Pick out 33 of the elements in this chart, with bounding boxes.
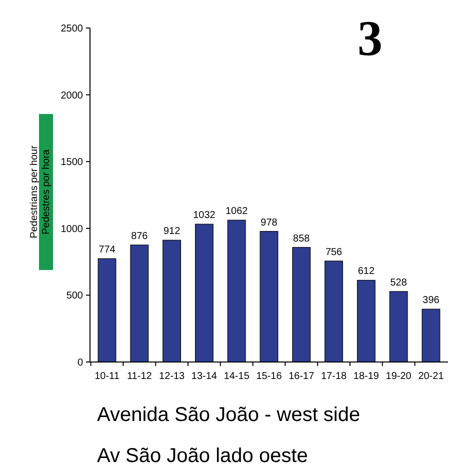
y-tick-label: 2500 (60, 24, 84, 34)
y2-axis-title: Pedestres por hora (41, 149, 52, 235)
x-tick-label: 19-20 (386, 371, 412, 382)
x-tick-label: 14-15 (224, 371, 250, 382)
data-label: 1032 (193, 210, 216, 222)
data-label: 528 (390, 277, 408, 288)
y-tick-label: 500 (66, 290, 84, 302)
data-label: 912 (163, 226, 181, 238)
x-tick-label: 11-12 (126, 371, 152, 382)
data-label: 858 (293, 233, 310, 244)
text: Av São João lado oeste (97, 445, 308, 467)
y-tick-label: 1000 (60, 224, 84, 235)
x-tick-label: 20-21 (418, 371, 444, 382)
x-axis-title: Avenida São João - west side (97, 404, 360, 426)
x-tick-label: 12-13 (159, 371, 186, 382)
x-tick-label: 17-18 (321, 371, 348, 382)
y-tick-label: 0 (77, 358, 84, 368)
data-label: 756 (325, 247, 343, 258)
data-label: 978 (260, 217, 278, 228)
x-tick-label: 13-14 (191, 371, 218, 382)
data-label: 774 (98, 244, 116, 256)
x-tick-label: 16-17 (288, 371, 315, 382)
y-axis-title: Pedestrians per hour (29, 144, 40, 238)
data-label: 396 (422, 295, 440, 306)
data-label: 1062 (225, 206, 248, 218)
y-tick-label: 2000 (60, 90, 84, 102)
data-label: 612 (358, 266, 375, 278)
y-tick-label: 1500 (60, 157, 84, 168)
x-tick-label: 10-11 (94, 371, 120, 382)
x-tick-label: 18-19 (353, 371, 380, 382)
data-label: 876 (131, 230, 148, 242)
x-tick-label: 15-16 (256, 371, 282, 382)
chart-title: 3 (358, 10, 382, 66)
